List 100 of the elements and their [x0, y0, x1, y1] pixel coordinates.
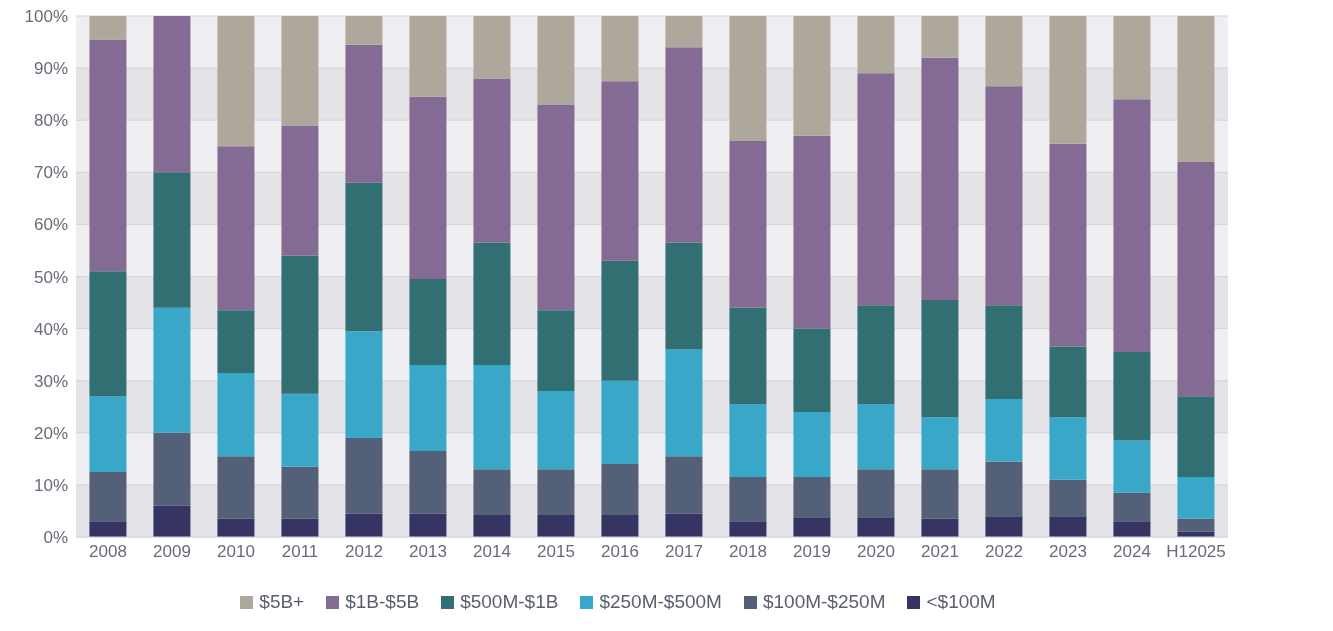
bar — [345, 182, 383, 332]
x-tick-label: 2015 — [537, 542, 575, 562]
bar — [1049, 417, 1087, 480]
bar — [1177, 477, 1215, 519]
bar — [793, 328, 831, 412]
bar — [537, 16, 575, 105]
x-tick-label: 2020 — [857, 542, 895, 562]
bar — [217, 16, 255, 147]
bar — [857, 73, 895, 306]
bar — [857, 469, 895, 518]
bar — [217, 518, 255, 537]
bar — [281, 393, 319, 467]
y-tick-label: 0% — [43, 528, 68, 548]
bar — [729, 141, 767, 308]
bar — [281, 518, 319, 537]
bar — [985, 86, 1023, 306]
bar — [89, 471, 127, 522]
x-tick-label: 2019 — [793, 542, 831, 562]
x-tick-label: 2016 — [601, 542, 639, 562]
bar — [985, 16, 1023, 87]
x-tick-label: 2017 — [665, 542, 703, 562]
bar — [153, 307, 191, 433]
legend-label: $100M-$250M — [762, 591, 886, 613]
x-tick-label: 2008 — [89, 542, 127, 562]
bar — [601, 260, 639, 381]
bar — [985, 398, 1023, 462]
y-tick-label: 50% — [33, 267, 68, 287]
bar — [857, 517, 895, 537]
bar — [537, 391, 575, 470]
legend-label: <$100M — [926, 591, 996, 613]
bar — [985, 516, 1023, 537]
bar — [89, 16, 127, 40]
bar — [857, 16, 895, 74]
bar — [1113, 99, 1151, 353]
bar — [153, 172, 191, 308]
bar — [1113, 440, 1151, 493]
bar — [409, 365, 447, 452]
bar — [153, 505, 191, 537]
bar — [473, 515, 511, 537]
x-tick-label: 2012 — [345, 542, 383, 562]
bar — [665, 47, 703, 243]
bar — [921, 417, 959, 470]
bar — [921, 57, 959, 300]
bar — [153, 432, 191, 506]
bar — [601, 380, 639, 465]
x-tick-label: 2013 — [409, 542, 447, 562]
x-tick-label: 2009 — [153, 542, 191, 562]
x-tick-label: 2023 — [1049, 542, 1087, 562]
bar — [1177, 16, 1215, 162]
bar — [921, 299, 959, 418]
bar — [89, 396, 127, 472]
bar — [1113, 16, 1151, 100]
bar — [1113, 521, 1151, 537]
bar — [473, 365, 511, 470]
bar — [665, 349, 703, 457]
bar — [1049, 346, 1087, 418]
bar — [281, 16, 319, 126]
bar — [1113, 492, 1151, 522]
bar — [409, 96, 447, 280]
bar — [89, 39, 127, 272]
legend-label: $250M-$500M — [599, 591, 722, 613]
bar — [281, 125, 319, 256]
bar — [601, 515, 639, 537]
bar — [217, 456, 255, 519]
bar — [665, 242, 703, 350]
y-tick-label: 30% — [33, 371, 68, 391]
bar — [473, 469, 511, 516]
legend-label: $5B+ — [259, 591, 305, 613]
y-tick-label: 40% — [33, 319, 68, 339]
x-tick-label: H12025 — [1166, 542, 1226, 562]
bar — [409, 279, 447, 366]
bar — [1177, 396, 1215, 478]
bar — [601, 81, 639, 261]
bar — [729, 307, 767, 405]
x-tick-label: 2011 — [281, 542, 319, 562]
bar — [857, 404, 895, 470]
bar — [793, 411, 831, 478]
bar — [89, 521, 127, 537]
bar — [409, 513, 447, 537]
y-tick-label: 20% — [33, 423, 68, 443]
bar — [985, 305, 1023, 399]
bar — [665, 513, 703, 537]
bar — [729, 521, 767, 537]
bar — [1177, 518, 1215, 532]
bar — [345, 16, 383, 45]
bar — [601, 464, 639, 516]
bar — [1113, 352, 1151, 441]
bar — [153, 16, 191, 173]
bar — [537, 104, 575, 311]
x-tick-label: 2021 — [921, 542, 959, 562]
bar — [1049, 16, 1087, 144]
bar — [1049, 479, 1087, 517]
bar — [729, 16, 767, 142]
bar — [793, 135, 831, 329]
bar — [921, 16, 959, 58]
bar — [89, 271, 127, 397]
bar — [921, 469, 959, 519]
bar — [1177, 161, 1215, 397]
y-tick-label: 70% — [33, 163, 68, 183]
bar — [665, 16, 703, 48]
